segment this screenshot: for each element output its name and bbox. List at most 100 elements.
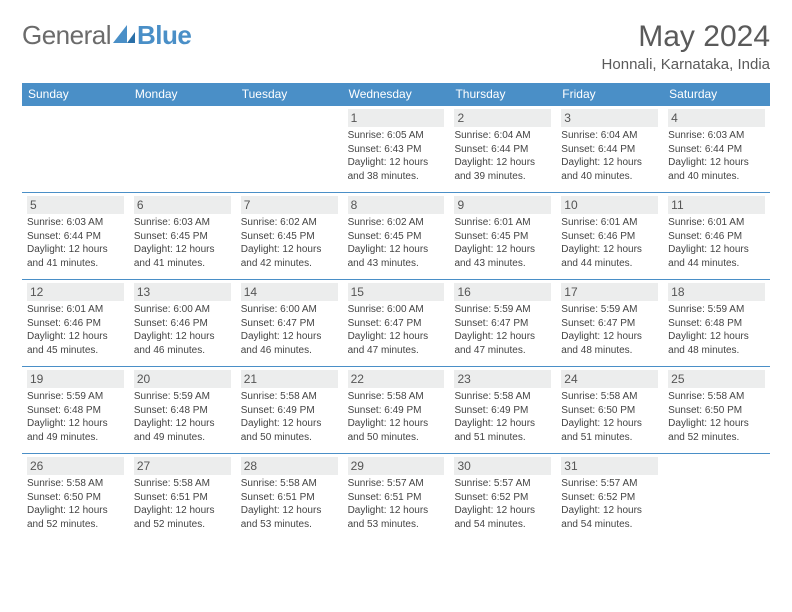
day-number: 9 <box>454 196 551 214</box>
day-cell: 10 Sunrise: 6:01 AMSunset: 6:46 PMDayligh… <box>556 193 663 279</box>
day-cell <box>663 454 770 540</box>
day-number: 25 <box>668 370 765 388</box>
day-details: Sunrise: 6:02 AMSunset: 6:45 PMDaylight:… <box>241 216 338 270</box>
day-details: Sunrise: 5:59 AMSunset: 6:48 PMDaylight:… <box>134 390 231 444</box>
day-number: 21 <box>241 370 338 388</box>
day-number: 8 <box>348 196 445 214</box>
day-cell: 15 Sunrise: 6:00 AMSunset: 6:47 PMDayligh… <box>343 280 450 366</box>
day-cell: 28 Sunrise: 5:58 AMSunset: 6:51 PMDayligh… <box>236 454 343 540</box>
day-number: 23 <box>454 370 551 388</box>
day-details: Sunrise: 5:58 AMSunset: 6:49 PMDaylight:… <box>241 390 338 444</box>
day-cell: 13 Sunrise: 6:00 AMSunset: 6:46 PMDayligh… <box>129 280 236 366</box>
day-number: 22 <box>348 370 445 388</box>
day-details: Sunrise: 5:58 AMSunset: 6:50 PMDaylight:… <box>561 390 658 444</box>
day-cell: 17 Sunrise: 5:59 AMSunset: 6:47 PMDayligh… <box>556 280 663 366</box>
day-details: Sunrise: 6:01 AMSunset: 6:46 PMDaylight:… <box>668 216 765 270</box>
day-number: 6 <box>134 196 231 214</box>
day-cell: 24Sunrise: 5:58 AMSunset: 6:50 PMDayligh… <box>556 367 663 453</box>
day-number: 15 <box>348 283 445 301</box>
day-number: 13 <box>134 283 231 301</box>
weekday-header: Saturday <box>663 83 770 105</box>
day-cell: 2 Sunrise: 6:04 AMSunset: 6:44 PMDaylight… <box>449 106 556 192</box>
day-details: Sunrise: 6:00 AMSunset: 6:46 PMDaylight:… <box>134 303 231 357</box>
day-number: 30 <box>454 457 551 475</box>
day-cell: 6 Sunrise: 6:03 AMSunset: 6:45 PMDaylight… <box>129 193 236 279</box>
week-row: 1 Sunrise: 6:05 AMSunset: 6:43 PMDaylight… <box>22 105 770 192</box>
day-number-empty <box>241 109 338 125</box>
day-number: 27 <box>134 457 231 475</box>
weekday-header-row: SundayMondayTuesdayWednesdayThursdayFrid… <box>22 83 770 105</box>
day-cell: 21 Sunrise: 5:58 AMSunset: 6:49 PMDayligh… <box>236 367 343 453</box>
day-details: Sunrise: 5:58 AMSunset: 6:49 PMDaylight:… <box>348 390 445 444</box>
weekday-header: Thursday <box>449 83 556 105</box>
day-number: 2 <box>454 109 551 127</box>
day-cell: 20Sunrise: 5:59 AMSunset: 6:48 PMDayligh… <box>129 367 236 453</box>
day-number: 5 <box>27 196 124 214</box>
week-row: 12Sunrise: 6:01 AMSunset: 6:46 PMDayligh… <box>22 279 770 366</box>
weekday-header: Monday <box>129 83 236 105</box>
day-details: Sunrise: 6:01 AMSunset: 6:46 PMDaylight:… <box>561 216 658 270</box>
month-title: May 2024 <box>602 20 770 54</box>
week-row: 26Sunrise: 5:58 AMSunset: 6:50 PMDayligh… <box>22 453 770 540</box>
day-cell: 14Sunrise: 6:00 AMSunset: 6:47 PMDayligh… <box>236 280 343 366</box>
day-details: Sunrise: 5:57 AMSunset: 6:51 PMDaylight:… <box>348 477 445 531</box>
day-cell: 9 Sunrise: 6:01 AMSunset: 6:45 PMDaylight… <box>449 193 556 279</box>
brand-name-part1: General <box>22 20 111 51</box>
day-cell: 11 Sunrise: 6:01 AMSunset: 6:46 PMDayligh… <box>663 193 770 279</box>
day-details: Sunrise: 6:04 AMSunset: 6:44 PMDaylight:… <box>561 129 658 183</box>
day-details: Sunrise: 6:03 AMSunset: 6:44 PMDaylight:… <box>668 129 765 183</box>
weeks-container: 1 Sunrise: 6:05 AMSunset: 6:43 PMDaylight… <box>22 105 770 540</box>
day-number-empty <box>134 109 231 125</box>
day-cell: 29 Sunrise: 5:57 AMSunset: 6:51 PMDayligh… <box>343 454 450 540</box>
day-cell <box>236 106 343 192</box>
day-cell: 30Sunrise: 5:57 AMSunset: 6:52 PMDayligh… <box>449 454 556 540</box>
day-details: Sunrise: 6:01 AMSunset: 6:45 PMDaylight:… <box>454 216 551 270</box>
week-row: 19 Sunrise: 5:59 AMSunset: 6:48 PMDayligh… <box>22 366 770 453</box>
day-cell: 3Sunrise: 6:04 AMSunset: 6:44 PMDaylight… <box>556 106 663 192</box>
day-cell: 12Sunrise: 6:01 AMSunset: 6:46 PMDayligh… <box>22 280 129 366</box>
day-details: Sunrise: 5:58 AMSunset: 6:50 PMDaylight:… <box>27 477 124 531</box>
weekday-header: Sunday <box>22 83 129 105</box>
day-number: 31 <box>561 457 658 475</box>
day-details: Sunrise: 5:58 AMSunset: 6:51 PMDaylight:… <box>134 477 231 531</box>
day-details: Sunrise: 5:58 AMSunset: 6:51 PMDaylight:… <box>241 477 338 531</box>
day-details: Sunrise: 5:59 AMSunset: 6:47 PMDaylight:… <box>561 303 658 357</box>
weekday-header: Wednesday <box>343 83 450 105</box>
day-number: 17 <box>561 283 658 301</box>
day-number: 11 <box>668 196 765 214</box>
day-details: Sunrise: 5:57 AMSunset: 6:52 PMDaylight:… <box>561 477 658 531</box>
day-details: Sunrise: 5:58 AMSunset: 6:49 PMDaylight:… <box>454 390 551 444</box>
day-details: Sunrise: 6:05 AMSunset: 6:43 PMDaylight:… <box>348 129 445 183</box>
day-cell: 22 Sunrise: 5:58 AMSunset: 6:49 PMDayligh… <box>343 367 450 453</box>
day-cell: 18 Sunrise: 5:59 AMSunset: 6:48 PMDayligh… <box>663 280 770 366</box>
day-number: 18 <box>668 283 765 301</box>
day-cell: 16Sunrise: 5:59 AMSunset: 6:47 PMDayligh… <box>449 280 556 366</box>
day-cell: 26Sunrise: 5:58 AMSunset: 6:50 PMDayligh… <box>22 454 129 540</box>
day-details: Sunrise: 6:02 AMSunset: 6:45 PMDaylight:… <box>348 216 445 270</box>
day-number: 29 <box>348 457 445 475</box>
day-details: Sunrise: 6:00 AMSunset: 6:47 PMDaylight:… <box>348 303 445 357</box>
day-number: 19 <box>27 370 124 388</box>
day-cell: 5Sunrise: 6:03 AMSunset: 6:44 PMDaylight… <box>22 193 129 279</box>
day-cell: 23 Sunrise: 5:58 AMSunset: 6:49 PMDayligh… <box>449 367 556 453</box>
day-number: 16 <box>454 283 551 301</box>
day-number: 1 <box>348 109 445 127</box>
brand-logo: General Blue <box>22 20 191 51</box>
day-cell: 27 Sunrise: 5:58 AMSunset: 6:51 PMDayligh… <box>129 454 236 540</box>
day-details: Sunrise: 6:04 AMSunset: 6:44 PMDaylight:… <box>454 129 551 183</box>
day-cell <box>129 106 236 192</box>
calendar: SundayMondayTuesdayWednesdayThursdayFrid… <box>22 83 770 540</box>
day-number-empty <box>668 457 765 473</box>
day-details: Sunrise: 5:58 AMSunset: 6:50 PMDaylight:… <box>668 390 765 444</box>
day-number: 10 <box>561 196 658 214</box>
day-cell: 7Sunrise: 6:02 AMSunset: 6:45 PMDaylight… <box>236 193 343 279</box>
day-cell <box>22 106 129 192</box>
title-block: May 2024 Honnali, Karnataka, India <box>602 20 770 73</box>
day-number: 12 <box>27 283 124 301</box>
day-details: Sunrise: 6:03 AMSunset: 6:45 PMDaylight:… <box>134 216 231 270</box>
day-details: Sunrise: 5:59 AMSunset: 6:48 PMDaylight:… <box>668 303 765 357</box>
day-cell: 1 Sunrise: 6:05 AMSunset: 6:43 PMDaylight… <box>343 106 450 192</box>
day-number: 28 <box>241 457 338 475</box>
weekday-header: Friday <box>556 83 663 105</box>
brand-name-part2: Blue <box>137 20 191 51</box>
